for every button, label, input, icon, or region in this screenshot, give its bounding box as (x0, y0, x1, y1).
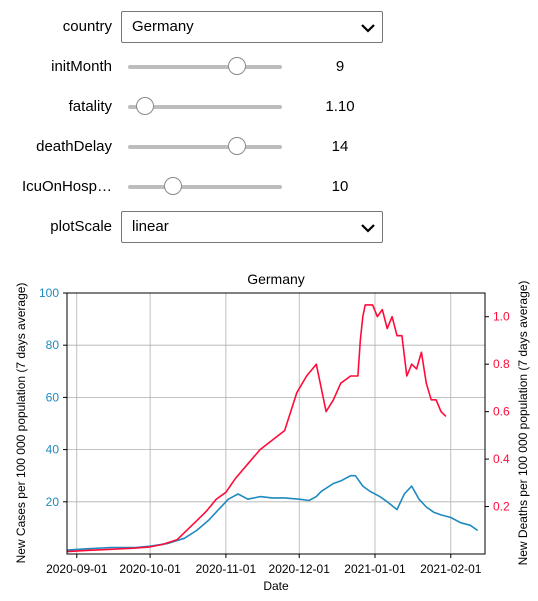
initmonth-label: initMonth (51, 58, 112, 75)
country-select[interactable]: Germany (121, 11, 383, 43)
y-right-tick-label: 0.2 (493, 500, 510, 514)
deathdelay-value: 14 (331, 138, 349, 155)
x-axis: 2020-09-01 2020-10-01 2020-11-01 2020-12-01… (46, 554, 482, 576)
x-tick-label: 2021-02-01 (420, 562, 482, 576)
initmonth-value: 9 (335, 58, 345, 75)
chart-grid (67, 292, 485, 554)
x-tick-label: 2020-10-01 (119, 562, 181, 576)
chevron-down-icon (361, 224, 375, 233)
icuonhosp-slider-track[interactable] (128, 185, 282, 189)
y-left-tick-label: 80 (46, 338, 60, 352)
y-right-tick-label: 1.0 (493, 310, 510, 324)
country-select-value: Germany (132, 18, 194, 35)
country-row: country Germany (0, 10, 538, 44)
y-right-tick-label: 0.8 (493, 357, 510, 371)
icuonhosp-value: 10 (331, 178, 349, 195)
deathdelay-label: deathDelay (36, 138, 112, 155)
y-right-tick-label: 0.6 (493, 405, 510, 419)
country-label: country (62, 18, 112, 35)
y-left-tick-label: 40 (46, 443, 60, 457)
deathdelay-slider-track[interactable] (128, 145, 282, 149)
plotscale-row: plotScale linear (0, 210, 538, 244)
fatality-slider-track[interactable] (128, 105, 282, 109)
y-left-tick-label: 60 (46, 390, 60, 404)
x-tick-label: 2021-01-01 (344, 562, 406, 576)
initmonth-slider-handle[interactable] (228, 57, 247, 75)
plotscale-select[interactable]: linear (121, 211, 383, 243)
x-axis-label: Date (263, 579, 289, 593)
chevron-down-icon (361, 24, 375, 33)
initmonth-slider-track[interactable] (128, 65, 282, 69)
fatality-row: fatality 1.10 (0, 90, 538, 124)
y-axis-right-label: New Deaths per 100 000 population (7 day… (516, 281, 530, 566)
chart-title: Germany (247, 271, 305, 287)
fatality-value: 1.10 (325, 98, 355, 115)
initmonth-row: initMonth 9 (0, 50, 538, 84)
y-left-tick-label: 100 (39, 286, 59, 300)
x-tick-label: 2020-12-01 (269, 562, 331, 576)
y-left-tick-label: 20 (46, 495, 60, 509)
icuonhosp-label: IcuOnHosp… (21, 178, 112, 195)
y-right-tick-label: 0.4 (493, 452, 510, 466)
x-tick-label: 2020-11-01 (196, 562, 257, 576)
plotscale-label: plotScale (50, 218, 112, 235)
deathdelay-slider-handle[interactable] (228, 137, 247, 155)
cases-series-line (66, 474, 479, 551)
chart-series (66, 304, 479, 553)
y-axis-left-label: New Cases per 100 000 population (7 days… (14, 283, 28, 564)
x-tick-label: 2020-09-01 (46, 562, 108, 576)
deaths-series-line (66, 304, 447, 553)
plot-frame (66, 292, 486, 555)
y-axis-right: 0.2 0.4 0.6 0.8 1.0 (485, 310, 510, 514)
icuonhosp-row: IcuOnHosp… 10 (0, 170, 538, 204)
deathdelay-row: deathDelay 14 (0, 130, 538, 164)
plotscale-select-value: linear (132, 218, 169, 235)
y-axis-left: 20 40 60 80 100 (39, 286, 67, 509)
fatality-slider-handle[interactable] (135, 97, 154, 115)
covid-chart: Germany 2020-09-01 2020-10-01 2020-11-01 20… (14, 271, 530, 593)
fatality-label: fatality (68, 98, 112, 115)
icuonhosp-slider-handle[interactable] (163, 177, 182, 195)
